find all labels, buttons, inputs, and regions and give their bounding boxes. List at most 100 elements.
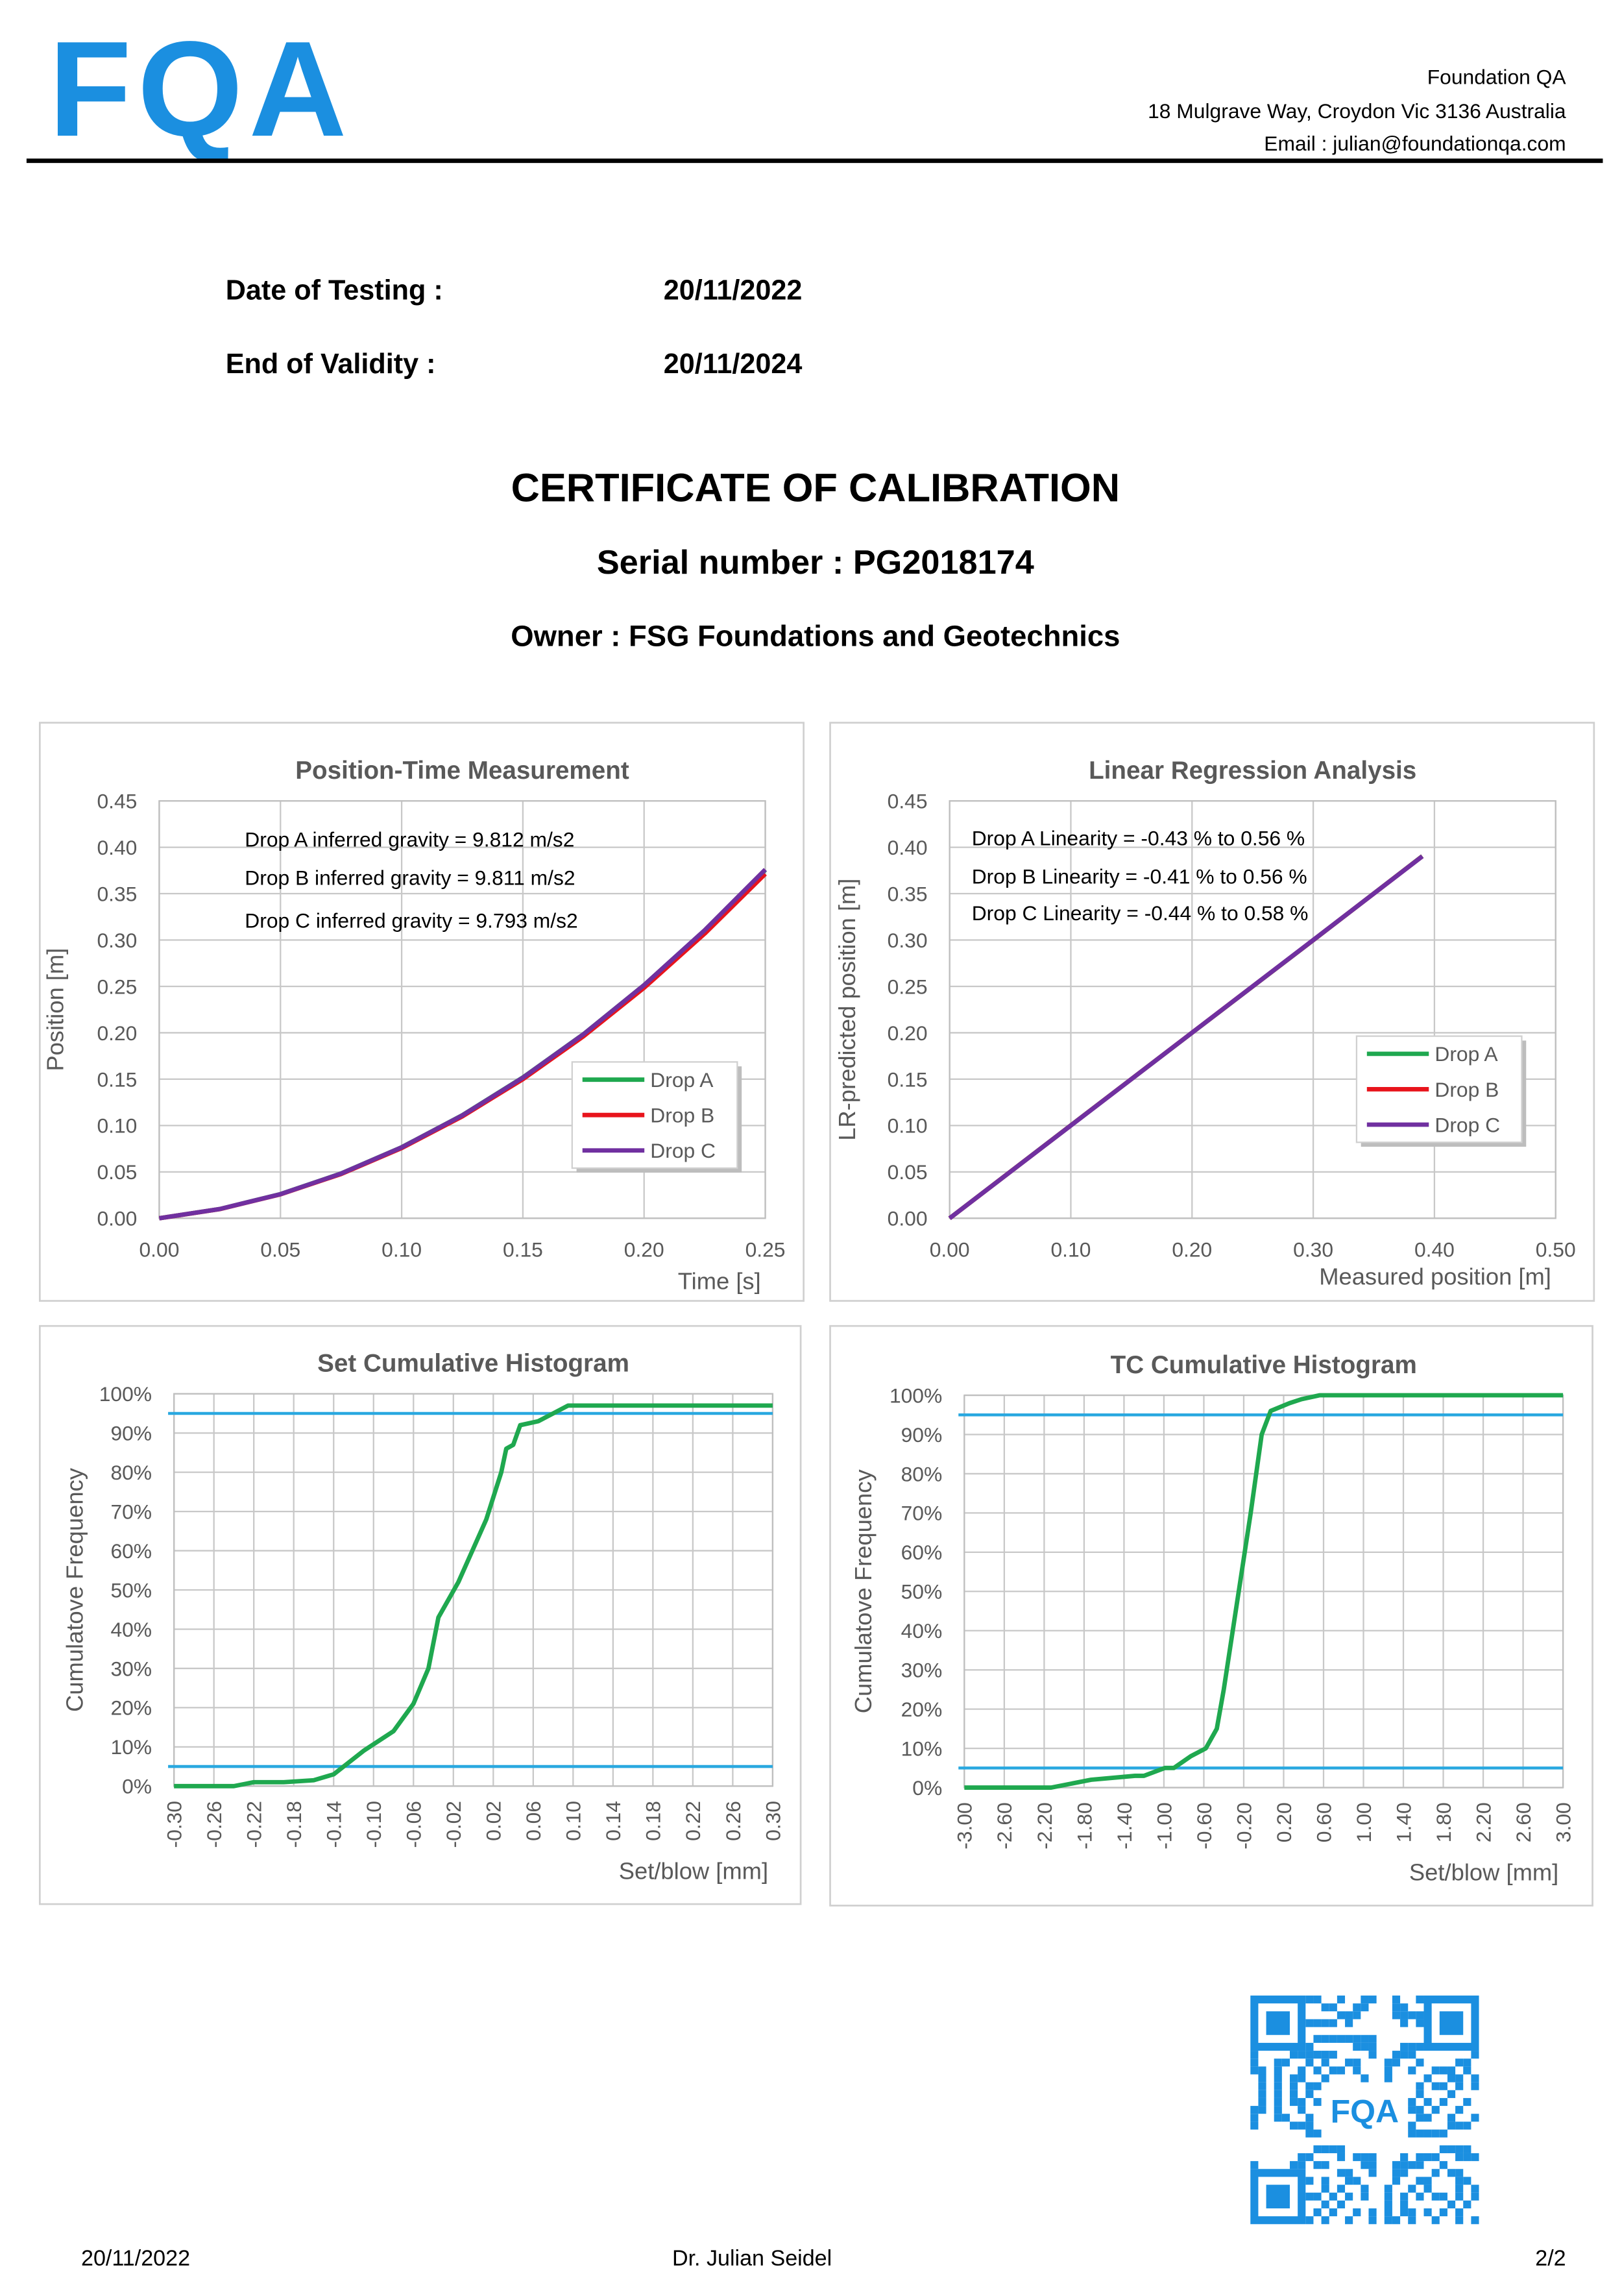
qr-module [1471,2216,1479,2225]
qr-module [1368,2051,1377,2059]
x-axis-label: Set/blow [mm] [619,1857,768,1884]
qr-module [1471,2082,1479,2090]
qr-module [1305,2114,1314,2122]
qr-module [1423,2074,1432,2082]
qr-module [1455,2208,1464,2217]
annotation: Drop A Linearity = -0.43 % to 0.56 % [972,826,1305,849]
chart-panel [829,1325,1593,1907]
qr-module [1408,2184,1416,2193]
x-tick-label: -2.60 [993,1802,1016,1849]
qr-module [1368,2161,1377,2169]
qr-module [1321,2034,1329,2043]
qr-module [1305,2153,1314,2162]
qr-module [1384,2066,1392,2075]
annotation: Drop B inferred gravity = 9.811 m/s2 [245,866,575,890]
plot-frame [949,800,1556,1219]
qr-module [1400,2192,1409,2201]
y-tick-label: 70% [901,1502,943,1525]
qr-module [1455,2153,1464,2162]
data-line [948,854,1424,1221]
y-axis-label: LR-predicted position [m] [834,879,860,1141]
qr-module [1258,2097,1266,2107]
qr-module [1463,2153,1471,2162]
y-axis-label: Cumulatove Frequency [850,1469,877,1714]
x-tick-label: 0.20 [624,1238,664,1261]
x-tick-label: 0.15 [503,1238,543,1261]
qr-module [1298,2153,1306,2162]
x-tick-label: -0.06 [402,1801,426,1848]
qr-module [1321,2051,1329,2059]
qr-module [1423,2184,1432,2193]
qr-finder-eye [1439,2011,1464,2035]
y-tick-label: 30% [901,1659,943,1682]
qr-module [1400,2169,1409,2177]
qr-module [1250,2114,1259,2122]
qr-module [1416,2192,1424,2201]
qr-module [1321,2058,1329,2067]
serial: Serial number : PG2018174 [597,544,1034,581]
y-tick-label: 0.40 [888,836,928,859]
x-tick-label: 0.26 [721,1801,745,1841]
qr-module [1345,2192,1353,2201]
footer-date: 20/11/2022 [81,2246,190,2271]
qr-module [1400,2153,1409,2162]
x-tick-label: 0.05 [260,1238,300,1261]
x-tick-label: 1.40 [1392,1802,1415,1842]
qr-module [1431,2106,1440,2114]
qr-module [1337,2153,1346,2162]
x-tick-label: 0.25 [745,1238,786,1261]
qr-module [1305,2121,1314,2130]
legend-label: Drop B [650,1104,714,1127]
qr-module [1431,2082,1440,2090]
qr-module [1290,2074,1298,2082]
x-tick-label: 0.40 [1414,1238,1455,1261]
qr-module [1423,2208,1432,2217]
x-tick-label: 0.10 [562,1801,585,1841]
qr-finder-eye [1266,2011,1290,2035]
qr-module [1455,2169,1464,2177]
qr-module [1439,2082,1447,2090]
qr-module [1353,2034,1361,2043]
qr-module [1361,2003,1369,2012]
qr-module [1313,2161,1322,2169]
y-tick-label: 0.40 [97,836,137,859]
y-tick-label: 0.00 [97,1207,137,1230]
qr-module [1400,2042,1409,2051]
qr-module [1384,2208,1392,2217]
qr-module [1329,2051,1337,2059]
qr-module [1321,2184,1329,2193]
qr-module [1258,2090,1266,2098]
x-tick-label: 3.00 [1551,1802,1575,1842]
qr-module [1455,2074,1464,2082]
qr-module [1408,2161,1416,2169]
qr-module [1392,2169,1401,2177]
qr-finder-eye [1266,2184,1290,2209]
qr-module [1281,2114,1290,2122]
qr-module [1368,2153,1377,2162]
y-tick-label: 0.10 [888,1114,928,1138]
x-tick-label: -0.10 [362,1801,385,1848]
y-tick-label: 0.05 [97,1160,137,1184]
x-tick-label: -0.20 [1232,1802,1255,1849]
qr-module [1368,2169,1377,2177]
qr-module [1431,2066,1440,2075]
qr-module [1337,2184,1346,2193]
qr-module [1313,2019,1322,2027]
y-tick-label: 0.45 [97,789,137,812]
qr-module [1361,1996,1369,2004]
title: CERTIFICATE OF CALIBRATION [511,466,1120,511]
y-tick-label: 0.05 [888,1160,928,1184]
qr-module [1400,2003,1409,2012]
legend-label: Drop C [1434,1113,1500,1136]
x-tick-label: -0.30 [163,1801,186,1848]
x-tick-label: -0.22 [243,1801,266,1848]
qr-module [1368,2042,1377,2051]
qr-module [1455,2184,1464,2193]
qr-module [1305,2082,1314,2090]
y-tick-label: 80% [901,1462,943,1485]
legend-label: Drop A [1434,1042,1498,1066]
qr-module [1313,2097,1322,2107]
y-tick-label: 100% [99,1382,152,1406]
x-tick-label: -1.80 [1072,1802,1096,1849]
qr-module [1392,2058,1401,2067]
